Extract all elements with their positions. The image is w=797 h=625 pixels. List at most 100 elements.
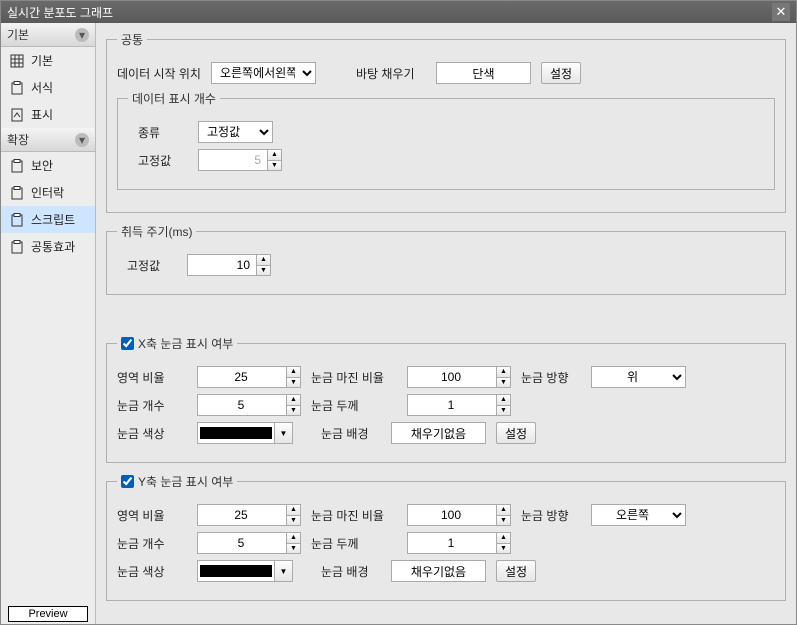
data-count-type-label: 종류	[138, 124, 188, 141]
yaxis-color-swatch	[200, 565, 272, 577]
spinner-up-icon[interactable]: ▲	[287, 395, 300, 406]
xaxis-thickness-input[interactable]	[407, 394, 497, 416]
yaxis-area-ratio-label: 영역 비율	[117, 507, 187, 524]
main-panel: 공통 데이터 시작 위치 오른쪽에서왼쪽 바탕 채우기 설정 데이터 표시 개수…	[96, 23, 796, 624]
sidebar-item-label: 기본	[31, 52, 53, 69]
xaxis-area-ratio-input[interactable]	[197, 366, 287, 388]
xaxis-bg-value[interactable]	[391, 422, 486, 444]
spinner-down-icon[interactable]: ▼	[497, 544, 510, 554]
spinner-down-icon[interactable]: ▼	[497, 378, 510, 388]
xaxis-thickness-label: 눈금 두께	[311, 397, 397, 414]
spinner-up-icon[interactable]: ▲	[287, 367, 300, 378]
spinner-up-icon[interactable]: ▲	[497, 533, 510, 544]
yaxis-margin-ratio-spinner[interactable]: ▲▼	[407, 504, 511, 526]
xaxis-bg-settings-button[interactable]: 설정	[496, 422, 536, 444]
yaxis-bg-value[interactable]	[391, 560, 486, 582]
preview-tab[interactable]: Preview	[1, 606, 95, 624]
cycle-fixed-input[interactable]	[187, 254, 257, 276]
sidebar-item-label: 공통효과	[31, 238, 75, 255]
clipboard-icon	[9, 212, 25, 228]
data-count-fixed-label: 고정값	[138, 152, 188, 169]
sidebar-item-display[interactable]: 표시	[1, 101, 95, 128]
bg-fill-label: 바탕 채우기	[356, 65, 426, 82]
yaxis-color-label: 눈금 색상	[117, 563, 187, 580]
cycle-legend: 취득 주기(ms)	[117, 223, 196, 240]
grid-icon	[9, 53, 25, 69]
bg-fill-settings-button[interactable]: 설정	[541, 62, 581, 84]
spinner-down-icon[interactable]: ▼	[268, 161, 281, 171]
spinner-down-icon[interactable]: ▼	[287, 406, 300, 416]
sidebar-group-basic-header[interactable]: 기본 ▾	[1, 23, 95, 47]
yaxis-area-ratio-spinner[interactable]: ▲▼	[197, 504, 301, 526]
spinner-down-icon[interactable]: ▼	[287, 544, 300, 554]
sidebar-group-ext-title: 확장	[7, 131, 29, 148]
spinner-down-icon[interactable]: ▼	[497, 516, 510, 526]
xaxis-count-spinner[interactable]: ▲▼	[197, 394, 301, 416]
spinner-down-icon[interactable]: ▼	[287, 516, 300, 526]
xaxis-area-ratio-label: 영역 비율	[117, 369, 187, 386]
cycle-fixed-spinner[interactable]: ▲▼	[187, 254, 271, 276]
spinner-up-icon[interactable]: ▲	[287, 505, 300, 516]
data-start-label: 데이터 시작 위치	[117, 65, 201, 82]
sidebar-item-label: 보안	[31, 157, 53, 174]
yaxis-thickness-label: 눈금 두께	[311, 535, 397, 552]
spinner-down-icon[interactable]: ▼	[497, 406, 510, 416]
titlebar: 실시간 분포도 그래프 ✕	[1, 1, 796, 23]
spinner-up-icon[interactable]: ▲	[497, 395, 510, 406]
spinner-up-icon[interactable]: ▲	[287, 533, 300, 544]
data-count-fixed-input[interactable]	[198, 149, 268, 171]
xaxis-count-label: 눈금 개수	[117, 397, 187, 414]
sidebar-item-security[interactable]: 보안	[1, 152, 95, 179]
close-button[interactable]: ✕	[772, 3, 790, 21]
xaxis-count-input[interactable]	[197, 394, 287, 416]
xaxis-enable-checkbox[interactable]	[121, 337, 134, 350]
yaxis-enable-checkbox[interactable]	[121, 475, 134, 488]
yaxis-bg-settings-button[interactable]: 설정	[496, 560, 536, 582]
yaxis-thickness-input[interactable]	[407, 532, 497, 554]
chevron-down-icon: ▾	[75, 133, 89, 147]
sidebar: 기본 ▾ 기본 서식 표시 확장 ▾ 보안	[1, 23, 96, 624]
data-count-fixed-spinner[interactable]: ▲▼	[198, 149, 282, 171]
xaxis-area-ratio-spinner[interactable]: ▲▼	[197, 366, 301, 388]
sidebar-item-interlock[interactable]: 인터락	[1, 179, 95, 206]
spinner-down-icon[interactable]: ▼	[287, 378, 300, 388]
yaxis-count-spinner[interactable]: ▲▼	[197, 532, 301, 554]
yaxis-bg-label: 눈금 배경	[321, 563, 381, 580]
clipboard-icon	[9, 239, 25, 255]
data-count-type-select[interactable]: 고정값	[198, 121, 273, 143]
xaxis-thickness-spinner[interactable]: ▲▼	[407, 394, 511, 416]
common-group: 공통 데이터 시작 위치 오른쪽에서왼쪽 바탕 채우기 설정 데이터 표시 개수…	[106, 31, 786, 213]
clipboard-icon	[9, 158, 25, 174]
spinner-down-icon[interactable]: ▼	[257, 266, 270, 276]
xaxis-direction-select[interactable]: 위	[591, 366, 686, 388]
data-start-select[interactable]: 오른쪽에서왼쪽	[211, 62, 316, 84]
yaxis-margin-ratio-input[interactable]	[407, 504, 497, 526]
yaxis-count-label: 눈금 개수	[117, 535, 187, 552]
cycle-group: 취득 주기(ms) 고정값 ▲▼	[106, 223, 786, 295]
sidebar-item-format[interactable]: 서식	[1, 74, 95, 101]
xaxis-margin-ratio-input[interactable]	[407, 366, 497, 388]
xaxis-margin-ratio-spinner[interactable]: ▲▼	[407, 366, 511, 388]
yaxis-margin-ratio-label: 눈금 마진 비율	[311, 507, 397, 524]
yaxis-direction-select[interactable]: 오른쪽	[591, 504, 686, 526]
sidebar-item-label: 서식	[31, 79, 53, 96]
common-legend: 공통	[117, 31, 147, 48]
document-icon	[9, 107, 25, 123]
sidebar-item-script[interactable]: 스크립트	[1, 206, 95, 233]
yaxis-thickness-spinner[interactable]: ▲▼	[407, 532, 511, 554]
spinner-up-icon[interactable]: ▲	[257, 255, 270, 266]
xaxis-color-picker[interactable]: ▼	[197, 422, 293, 444]
yaxis-color-picker[interactable]: ▼	[197, 560, 293, 582]
yaxis-direction-label: 눈금 방향	[521, 507, 581, 524]
spinner-up-icon[interactable]: ▲	[497, 367, 510, 378]
sidebar-item-basic[interactable]: 기본	[1, 47, 95, 74]
sidebar-item-commoneffect[interactable]: 공통효과	[1, 233, 95, 260]
spinner-up-icon[interactable]: ▲	[268, 150, 281, 161]
chevron-down-icon[interactable]: ▼	[275, 422, 293, 444]
yaxis-area-ratio-input[interactable]	[197, 504, 287, 526]
chevron-down-icon[interactable]: ▼	[275, 560, 293, 582]
yaxis-count-input[interactable]	[197, 532, 287, 554]
sidebar-group-ext-header[interactable]: 확장 ▾	[1, 128, 95, 152]
bg-fill-value[interactable]	[436, 62, 531, 84]
spinner-up-icon[interactable]: ▲	[497, 505, 510, 516]
